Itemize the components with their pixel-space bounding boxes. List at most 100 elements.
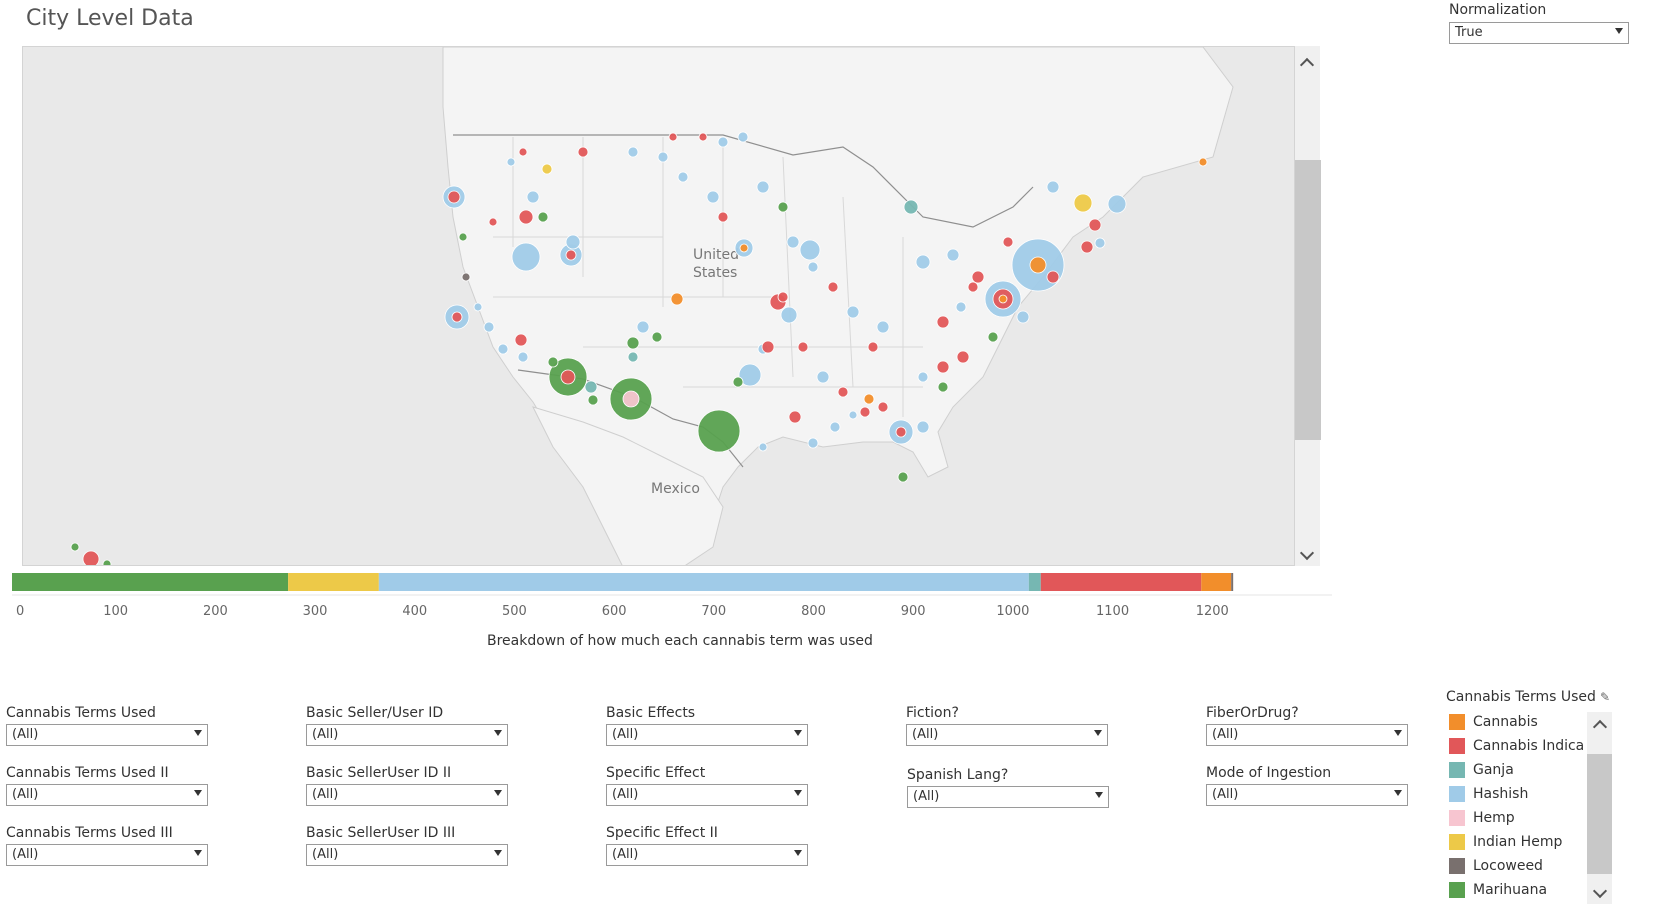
- city-dot-indica[interactable]: [1046, 270, 1060, 284]
- city-dot-indica[interactable]: [956, 350, 970, 364]
- city-dot-marihuana[interactable]: [937, 381, 949, 393]
- filter-dropdown-cannabis-terms[interactable]: (All): [6, 724, 208, 746]
- city-dot-hashish[interactable]: [780, 306, 798, 324]
- filter-dropdown-fiction[interactable]: (All): [906, 724, 1108, 746]
- legend-item-cannabis[interactable]: Cannabis: [1449, 710, 1587, 734]
- city-dot-indica[interactable]: [895, 426, 907, 438]
- city-dot-indica[interactable]: [936, 360, 950, 374]
- city-dot-indica[interactable]: [447, 190, 461, 204]
- legend-item-hemp[interactable]: Hemp: [1449, 806, 1587, 830]
- filter-dropdown-spanish-lang[interactable]: (All): [907, 786, 1109, 808]
- city-dot-marihuana[interactable]: [987, 331, 999, 343]
- city-dot-indian-hemp[interactable]: [541, 163, 553, 175]
- city-dot-indica[interactable]: [859, 406, 871, 418]
- city-dot-marihuana[interactable]: [102, 559, 112, 566]
- city-dot-marihuana[interactable]: [587, 394, 599, 406]
- city-dot-cannabis[interactable]: [863, 393, 875, 405]
- chevron-down-icon[interactable]: [1592, 883, 1608, 899]
- filter-dropdown-cannabis-terms-ii[interactable]: (All): [6, 784, 208, 806]
- city-dot-indica[interactable]: [1088, 218, 1102, 232]
- city-dot-indica[interactable]: [560, 369, 576, 385]
- map-scrollbar-thumb[interactable]: [1295, 160, 1321, 440]
- city-dot-hashish[interactable]: [758, 442, 768, 452]
- city-dot-hashish[interactable]: [917, 371, 929, 383]
- city-dot-locoweed[interactable]: [461, 272, 471, 282]
- bar-segment-cannabis-indica[interactable]: [1040, 573, 1202, 591]
- city-dot-indica[interactable]: [577, 146, 589, 158]
- city-dot-indica[interactable]: [971, 270, 985, 284]
- chevron-up-icon[interactable]: [1592, 719, 1608, 735]
- filter-dropdown-seller-id[interactable]: (All): [306, 724, 508, 746]
- city-dot-hashish[interactable]: [848, 410, 858, 420]
- legend-scrollbar[interactable]: [1587, 712, 1612, 904]
- city-dot-hashish[interactable]: [915, 254, 931, 270]
- city-dot-ganja[interactable]: [584, 380, 598, 394]
- city-dot-cannabis[interactable]: [1029, 256, 1047, 274]
- city-dot-hashish[interactable]: [1107, 194, 1127, 214]
- city-dot-indica[interactable]: [488, 217, 498, 227]
- city-dot-hashish[interactable]: [627, 146, 639, 158]
- city-dot-cannabis[interactable]: [998, 294, 1008, 304]
- city-dot-hashish[interactable]: [497, 343, 509, 355]
- city-dot-indica[interactable]: [518, 209, 534, 225]
- city-dot-indica[interactable]: [1002, 236, 1014, 248]
- city-dot-hashish[interactable]: [636, 320, 650, 334]
- city-dot-hashish[interactable]: [1094, 237, 1106, 249]
- chevron-down-icon[interactable]: [1299, 545, 1315, 561]
- city-dot-hashish[interactable]: [946, 248, 960, 262]
- city-dot-marihuana[interactable]: [697, 409, 741, 453]
- city-dot-indica[interactable]: [761, 340, 775, 354]
- city-dot-marihuana[interactable]: [732, 376, 744, 388]
- legend-item-cannabis-indica[interactable]: Cannabis Indica: [1449, 734, 1587, 758]
- city-dot-marihuana[interactable]: [458, 232, 468, 242]
- map-scrollbar[interactable]: [1294, 46, 1321, 566]
- filter-dropdown-cannabis-terms-iii[interactable]: (All): [6, 844, 208, 866]
- filter-dropdown-seller-id-ii[interactable]: (All): [306, 784, 508, 806]
- city-dot-indica[interactable]: [837, 386, 849, 398]
- edit-pencil-icon[interactable]: ✎: [1600, 690, 1611, 704]
- city-dot-hashish[interactable]: [829, 421, 841, 433]
- city-dot-hashish[interactable]: [876, 320, 890, 334]
- city-dot-cannabis[interactable]: [1198, 157, 1208, 167]
- legend-item-ganja[interactable]: Ganja: [1449, 758, 1587, 782]
- legend-item-indian-hemp[interactable]: Indian Hemp: [1449, 830, 1587, 854]
- city-dot-indica[interactable]: [936, 315, 950, 329]
- filter-dropdown-mode-of-ingestion[interactable]: (All): [1206, 784, 1408, 806]
- city-dot-indica[interactable]: [877, 401, 889, 413]
- city-dot-hashish[interactable]: [565, 234, 581, 250]
- city-dot-hashish[interactable]: [786, 235, 800, 249]
- map-canvas[interactable]: United States Mexico: [23, 47, 1295, 566]
- city-dot-indica[interactable]: [788, 410, 802, 424]
- city-dot-hashish[interactable]: [846, 305, 860, 319]
- city-dot-marihuana[interactable]: [777, 201, 789, 213]
- city-dot-hashish[interactable]: [483, 321, 495, 333]
- city-dot-indica[interactable]: [777, 291, 789, 303]
- city-dot-indica[interactable]: [668, 132, 678, 142]
- bar-segment-ganja[interactable]: [1028, 573, 1041, 591]
- city-dot-indica[interactable]: [797, 341, 809, 353]
- city-dot-indica[interactable]: [1080, 240, 1094, 254]
- city-dot-hashish[interactable]: [916, 420, 930, 434]
- city-dot-hashish[interactable]: [807, 261, 819, 273]
- bar-segment-marihuana[interactable]: [12, 573, 289, 591]
- legend-item-hashish[interactable]: Hashish: [1449, 782, 1587, 806]
- city-dot-hashish[interactable]: [677, 171, 689, 183]
- city-dot-hashish[interactable]: [756, 180, 770, 194]
- filter-dropdown-fiber-or-drug[interactable]: (All): [1206, 724, 1408, 746]
- city-dot-ganja[interactable]: [903, 199, 919, 215]
- filter-dropdown-basic-effects[interactable]: (All): [606, 724, 808, 746]
- city-map[interactable]: United States Mexico: [22, 46, 1320, 566]
- city-dot-marihuana[interactable]: [70, 542, 80, 552]
- city-dot-hashish[interactable]: [517, 351, 529, 363]
- city-dot-marihuana[interactable]: [537, 211, 549, 223]
- bar-segment-locoweed[interactable]: [1231, 573, 1234, 591]
- filter-dropdown-specific-effect[interactable]: (All): [606, 784, 808, 806]
- city-dot-hemp[interactable]: [622, 390, 640, 408]
- city-dot-hashish[interactable]: [526, 190, 540, 204]
- city-dot-indica[interactable]: [518, 147, 528, 157]
- legend-scrollbar-thumb[interactable]: [1587, 754, 1612, 874]
- city-dot-indica[interactable]: [451, 311, 463, 323]
- city-dot-indica[interactable]: [565, 249, 577, 261]
- bar-segment-hashish[interactable]: [378, 573, 1029, 591]
- city-dot-ganja[interactable]: [627, 351, 639, 363]
